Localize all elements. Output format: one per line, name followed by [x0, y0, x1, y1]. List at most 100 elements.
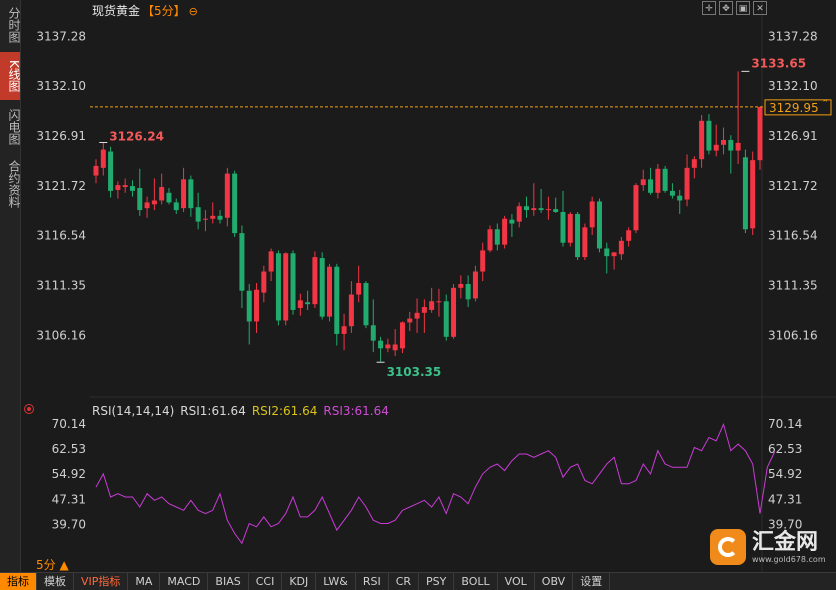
sidebar-item-timeshare[interactable]: 分时图: [7, 7, 21, 43]
candle-body: [137, 188, 143, 211]
y-tick-label-left: 3106.16: [36, 328, 86, 342]
candle-body: [436, 301, 442, 303]
candle-body: [516, 206, 522, 222]
candle-body: [480, 250, 486, 272]
zoom-fit-icon[interactable]: ▣: [736, 1, 750, 15]
rsi-tick-label-right: 47.31: [768, 492, 802, 506]
tab-指标[interactable]: 指标: [0, 573, 37, 590]
tab-模板[interactable]: 模板: [37, 573, 74, 590]
tab-obv[interactable]: OBV: [535, 573, 574, 590]
tab-kdj[interactable]: KDJ: [282, 573, 317, 590]
logo-name: 汇金网: [752, 529, 819, 555]
chart-canvas[interactable]: 3137.28 3137.28 3132.10 3132.10 3126.91 3126.…: [0, 0, 836, 572]
candle-body: [633, 185, 639, 231]
tab-设置[interactable]: 设置: [573, 573, 611, 590]
candle-body: [560, 212, 566, 243]
y-tick-label-left: 3111.35: [36, 278, 86, 292]
candle-body: [254, 289, 260, 322]
candle-body: [611, 252, 617, 257]
tab-bias[interactable]: BIAS: [208, 573, 249, 590]
rsi-tick-label-left: 62.53: [52, 442, 86, 456]
candle-body: [750, 160, 756, 229]
candle-body: [305, 302, 311, 305]
rsi-legend: RSI(14,14,14) RSI1:61.64 RSI2:61.64 RSI3:61…: [92, 404, 395, 418]
candle-body: [713, 144, 719, 151]
tab-cci[interactable]: CCI: [249, 573, 283, 590]
candle-body: [494, 229, 500, 245]
indicator-toggle-icon[interactable]: [24, 404, 34, 414]
tab-rsi[interactable]: RSI: [356, 573, 389, 590]
candle-body: [648, 179, 654, 193]
period-selector[interactable]: 5分 ▲: [36, 558, 69, 572]
candle-body: [553, 209, 559, 212]
rsi2-legend: RSI2:61.64: [251, 404, 318, 418]
candle-body: [669, 190, 675, 196]
candle-body: [378, 340, 384, 349]
chart-toolbar: ✛ ✥ ▣ ✕: [702, 1, 767, 15]
sidebar-item-contract-info[interactable]: 合约资料: [7, 160, 21, 208]
tab-boll[interactable]: BOLL: [454, 573, 498, 590]
tab-macd[interactable]: MACD: [160, 573, 209, 590]
candle-body: [392, 344, 398, 351]
candle-body: [122, 185, 128, 188]
y-tick-label-right: 3132.10: [768, 79, 818, 93]
candle-body: [429, 301, 435, 310]
candle-body: [655, 168, 661, 193]
tab-vol[interactable]: VOL: [498, 573, 535, 590]
logo-icon: [710, 529, 746, 565]
candle-body: [421, 307, 427, 313]
candle-body: [706, 120, 712, 151]
candle-body: [465, 284, 471, 300]
rsi-tick-label-left: 54.92: [52, 467, 86, 481]
y-tick-label-right: 3111.35: [768, 278, 818, 292]
rsi3-legend: RSI3:61.64: [323, 404, 389, 418]
close-icon[interactable]: ✕: [753, 1, 767, 15]
period-tag[interactable]: 【5分】: [142, 4, 186, 18]
candle-body: [246, 290, 252, 322]
candle-body: [159, 187, 165, 201]
tab-vip指标[interactable]: VIP指标: [74, 573, 129, 590]
tab-lw[interactable]: LW&: [316, 573, 356, 590]
candle-body: [188, 179, 194, 209]
tab-psy[interactable]: PSY: [419, 573, 455, 590]
tab-ma[interactable]: MA: [128, 573, 161, 590]
candle-body: [129, 186, 135, 191]
candle-body: [677, 195, 683, 201]
rsi-legend-title: RSI(14,14,14): [92, 404, 175, 418]
candle-body: [626, 230, 632, 241]
candle-body: [502, 218, 508, 245]
current-price-tag-box: [764, 99, 832, 116]
candle-body: [385, 344, 391, 349]
candle-body: [524, 206, 530, 211]
sidebar: 分时图 K线图 闪电图 合约资料: [0, 0, 21, 572]
crosshair-icon[interactable]: ✛: [702, 1, 716, 15]
candle-body: [283, 253, 289, 321]
high-price-label: 3133.65: [751, 56, 806, 70]
rsi-tick-label-right: 54.92: [768, 467, 802, 481]
candle-body: [151, 200, 157, 205]
rsi-line: [95, 422, 776, 545]
double-chevron-up-icon: ⌃: [821, 99, 829, 109]
candle-body: [443, 301, 449, 337]
low-price-label: 3103.35: [387, 365, 442, 379]
y-tick-label-left: 3137.28: [36, 30, 86, 44]
candle-body: [742, 157, 748, 230]
candle-body: [312, 257, 318, 305]
sidebar-item-flash[interactable]: 闪电图: [7, 109, 21, 145]
sidebar-item-kline[interactable]: K线图: [0, 52, 21, 100]
candle-body: [326, 266, 332, 317]
y-tick-label-right: 3121.72: [768, 179, 818, 193]
pan-icon[interactable]: ✥: [719, 1, 733, 15]
candle-body: [297, 300, 303, 308]
candle-body: [757, 106, 763, 161]
minus-circle-icon[interactable]: ⊖: [188, 5, 198, 18]
candle-body: [319, 258, 325, 317]
candle-body: [261, 271, 267, 293]
candle-body: [531, 208, 537, 211]
candle-body: [472, 271, 478, 299]
candle-body: [232, 173, 238, 234]
candle-body: [399, 322, 405, 349]
y-tick-label-left: 3126.91: [36, 129, 86, 143]
candle-body: [662, 168, 668, 191]
tab-cr[interactable]: CR: [389, 573, 420, 590]
